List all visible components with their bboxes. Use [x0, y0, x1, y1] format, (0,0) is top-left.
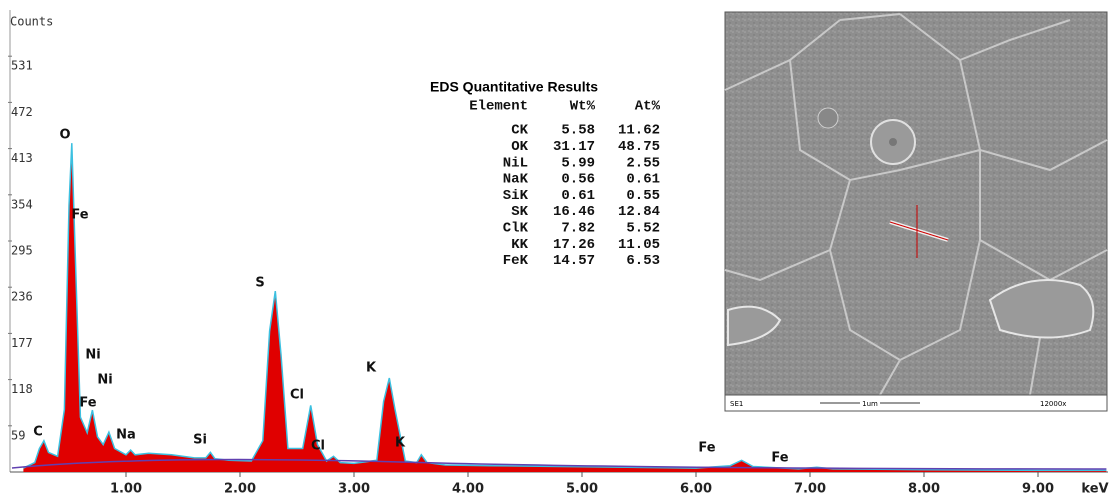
background-fit	[11, 458, 1107, 470]
x-tick-label: 9.00	[1022, 482, 1054, 497]
table-cell: 17.26	[553, 237, 595, 253]
peak-label: K	[395, 436, 406, 451]
x-tick-label: 6.00	[680, 482, 712, 497]
peak-label: Fe	[79, 396, 96, 411]
sem-magnification: 12000x	[1040, 400, 1066, 408]
peak-label: K	[366, 361, 377, 376]
table-header: Element	[469, 99, 528, 115]
peak-label: S	[255, 276, 264, 291]
y-tick-label: 59	[11, 428, 25, 442]
x-tick-label: 4.00	[452, 482, 484, 497]
x-tick-label: 3.00	[338, 482, 370, 497]
spectrum-outline	[23, 143, 1107, 472]
x-axis-label: keV	[1081, 482, 1108, 497]
sem-detector: SE1	[730, 400, 743, 408]
y-tick-label: 413	[11, 151, 33, 165]
table-cell: 2.55	[626, 155, 660, 171]
table-cell: 12.84	[618, 204, 660, 220]
peak-label: Si	[193, 433, 207, 448]
x-tick-label: 8.00	[908, 482, 940, 497]
table-cell: NiL	[503, 155, 528, 171]
y-tick-label: 472	[11, 105, 33, 119]
peak-label: Ni	[97, 373, 112, 388]
table-title: EDS Quantitative Results	[430, 79, 598, 95]
sem-image: SE1 1um 12000x	[724, 11, 1108, 412]
table-cell: 48.75	[618, 139, 660, 155]
table-cell: 0.55	[626, 188, 660, 204]
table-cell: SK	[511, 204, 528, 220]
x-tick-label: 5.00	[566, 482, 598, 497]
peak-label: Cl	[290, 388, 304, 403]
table-cell: 5.99	[561, 155, 595, 171]
peak-label: Cl	[311, 439, 325, 454]
table-cell: 5.58	[561, 123, 595, 139]
table-cell: 11.62	[618, 123, 660, 139]
table-cell: SiK	[503, 188, 529, 204]
table-cell: ClK	[503, 221, 529, 237]
peak-label: Fe	[698, 441, 715, 456]
table-cell: 16.46	[553, 204, 595, 220]
y-tick-label: 236	[11, 290, 33, 304]
peak-label: C	[33, 425, 43, 440]
sem-scale: 1um	[862, 400, 878, 408]
x-tick-label: 7.00	[794, 482, 826, 497]
peak-label: Ni	[85, 348, 100, 363]
table-cell: 5.52	[626, 221, 660, 237]
table-cell: 0.61	[626, 172, 660, 188]
table-cell: 31.17	[553, 139, 595, 155]
y-tick-label: 177	[11, 336, 33, 350]
table-cell: CK	[511, 123, 528, 139]
table-cell: NaK	[503, 172, 529, 188]
y-axis-label: Counts	[10, 15, 53, 29]
peak-label: Fe	[771, 451, 788, 466]
table-cell: FeK	[503, 253, 529, 269]
x-tick-label: 1.00	[110, 482, 142, 497]
table-cell: 7.82	[561, 221, 595, 237]
table-cell: KK	[511, 237, 528, 253]
table-cell: 0.61	[561, 188, 595, 204]
y-tick-label: 118	[11, 382, 33, 396]
peak-label: Na	[116, 428, 136, 443]
x-tick-label: 2.00	[224, 482, 256, 497]
table-header: At%	[635, 99, 661, 115]
table-cell: 11.05	[618, 237, 660, 253]
peak-label: Fe	[71, 208, 88, 223]
table-cell: 6.53	[626, 253, 660, 269]
table-header: Wt%	[570, 99, 596, 115]
y-tick-label: 531	[11, 59, 33, 73]
peak-label: O	[59, 128, 70, 143]
y-tick-label: 295	[11, 244, 33, 258]
y-tick-label: 354	[11, 197, 33, 211]
table-cell: OK	[511, 139, 528, 155]
table-cell: 0.56	[561, 172, 595, 188]
table-cell: 14.57	[553, 253, 595, 269]
